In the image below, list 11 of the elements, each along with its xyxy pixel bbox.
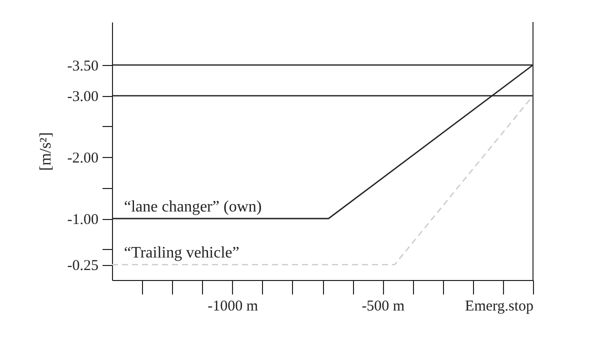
series-label: “lane changer” (own): [124, 198, 262, 216]
y-tick-label: -0.25: [67, 258, 98, 274]
y-tick-label: -3.00: [67, 89, 98, 106]
y-tick-label: -2.00: [67, 150, 98, 167]
x-tick-label: Emerg.stop: [465, 298, 534, 314]
y-axis-title: [m/s²]: [37, 132, 54, 171]
series-label: “Trailing vehicle”: [124, 244, 240, 262]
y-tick-label: -1.00: [67, 212, 98, 228]
x-tick-label: -500 m: [362, 298, 405, 314]
x-tick-label: -1000 m: [208, 298, 258, 314]
y-tick-label: -3.50: [67, 58, 98, 74]
